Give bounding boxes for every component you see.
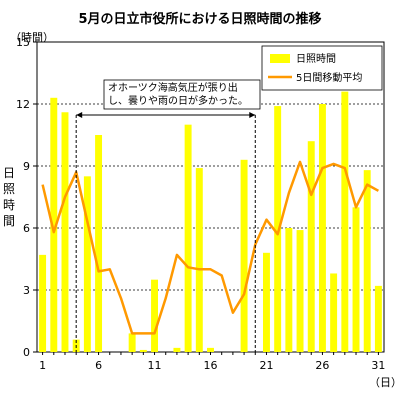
- x-unit-label: （日）: [369, 376, 400, 389]
- x-axis: 1 6 11 16 21 26 31: [39, 352, 385, 372]
- plot-area: [36, 41, 385, 353]
- bar: [341, 91, 349, 352]
- y-axis: 0 3 6 9 12 15: [16, 36, 37, 359]
- x-tick-label: 16: [204, 359, 218, 372]
- bar: [307, 141, 315, 352]
- line-series: [41, 160, 380, 335]
- y-axis-title-char: 間: [3, 214, 15, 228]
- y-axis-title-char: 照: [3, 182, 15, 196]
- bar: [195, 168, 203, 352]
- bar: [262, 252, 270, 352]
- y-tick-label: 9: [23, 160, 30, 173]
- y-tick-label: 3: [23, 284, 30, 297]
- legend-label: 日照時間: [296, 53, 336, 65]
- bar: [83, 176, 91, 352]
- annotation-arrowhead: [76, 112, 83, 118]
- annotation-arrowhead: [249, 112, 256, 118]
- y-axis-title: 日照時間: [3, 166, 15, 228]
- legend-swatch-bar: [270, 54, 290, 63]
- bar: [151, 279, 159, 352]
- bar: [240, 159, 248, 352]
- annotation-box: [103, 79, 261, 110]
- bar: [285, 228, 293, 352]
- bar: [352, 207, 360, 352]
- x-tick-label: 6: [95, 359, 102, 372]
- y-unit-label: （時間）: [10, 31, 54, 44]
- bar: [184, 124, 192, 353]
- bar: [61, 112, 69, 353]
- bar: [128, 333, 136, 352]
- x-tick-label: 1: [39, 359, 46, 372]
- x-tick-label: 11: [148, 359, 162, 372]
- bar: [173, 347, 181, 352]
- y-tick-label: 12: [16, 98, 30, 111]
- bar: [274, 106, 282, 352]
- bar: [374, 285, 382, 352]
- bar: [39, 254, 47, 352]
- annotation-text: オホーツク海高気圧が張り出: [108, 81, 238, 94]
- y-axis-title-char: 時: [3, 198, 15, 212]
- legend-label: 5日間移動平均: [296, 71, 362, 84]
- legend: 日照時間 5日間移動平均: [261, 45, 383, 91]
- moving-average-line: [41, 160, 380, 335]
- bar: [139, 349, 147, 352]
- y-axis-title-char: 日: [3, 166, 15, 180]
- y-tick-label: 0: [23, 346, 30, 359]
- legend-box: [261, 45, 383, 91]
- annotation-text: し、曇りや雨の日が多かった。: [108, 94, 248, 107]
- chart-title: 5月の日立市役所における日照時間の推移: [78, 11, 321, 27]
- y-tick-label: 15: [16, 36, 30, 49]
- bar: [207, 347, 214, 352]
- x-tick-label: 26: [315, 359, 329, 372]
- bar: [50, 97, 58, 352]
- y-tick-label: 6: [23, 222, 30, 235]
- bar: [296, 230, 304, 352]
- bar: [318, 104, 326, 352]
- bar: [363, 170, 371, 352]
- bar: [330, 273, 338, 352]
- x-tick-label: 31: [371, 359, 385, 372]
- x-tick-label: 21: [259, 359, 273, 372]
- bar: [95, 135, 103, 352]
